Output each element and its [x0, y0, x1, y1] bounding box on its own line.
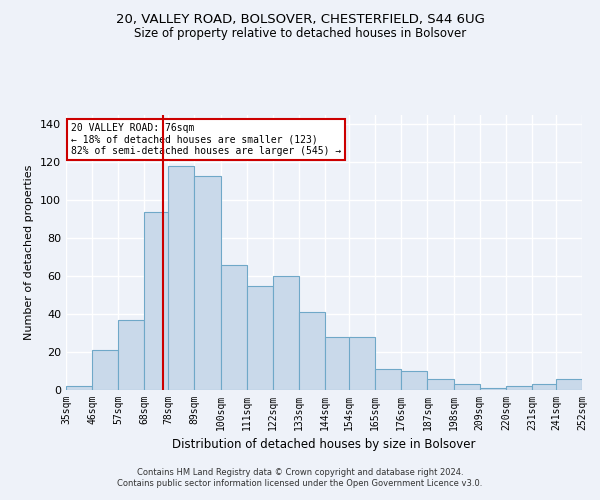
- Bar: [480, 388, 506, 390]
- Bar: [401, 371, 427, 390]
- Y-axis label: Number of detached properties: Number of detached properties: [25, 165, 34, 340]
- Bar: [145, 212, 170, 390]
- Bar: [375, 369, 401, 390]
- Bar: [427, 378, 454, 390]
- Bar: [92, 350, 118, 390]
- Bar: [66, 386, 92, 390]
- Text: 20, VALLEY ROAD, BOLSOVER, CHESTERFIELD, S44 6UG: 20, VALLEY ROAD, BOLSOVER, CHESTERFIELD,…: [116, 12, 484, 26]
- Bar: [532, 384, 558, 390]
- Bar: [221, 265, 247, 390]
- Bar: [325, 337, 352, 390]
- Bar: [556, 378, 582, 390]
- Bar: [273, 276, 299, 390]
- Bar: [299, 312, 325, 390]
- Text: Size of property relative to detached houses in Bolsover: Size of property relative to detached ho…: [134, 28, 466, 40]
- Text: 20 VALLEY ROAD: 76sqm
← 18% of detached houses are smaller (123)
82% of semi-det: 20 VALLEY ROAD: 76sqm ← 18% of detached …: [71, 123, 341, 156]
- Bar: [118, 320, 145, 390]
- X-axis label: Distribution of detached houses by size in Bolsover: Distribution of detached houses by size …: [172, 438, 476, 452]
- Text: Contains HM Land Registry data © Crown copyright and database right 2024.
Contai: Contains HM Land Registry data © Crown c…: [118, 468, 482, 487]
- Bar: [168, 166, 194, 390]
- Bar: [349, 337, 375, 390]
- Bar: [454, 384, 480, 390]
- Bar: [247, 286, 273, 390]
- Bar: [194, 176, 221, 390]
- Bar: [506, 386, 532, 390]
